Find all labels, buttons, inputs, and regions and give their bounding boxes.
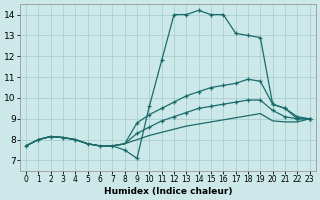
X-axis label: Humidex (Indice chaleur): Humidex (Indice chaleur) <box>104 187 232 196</box>
